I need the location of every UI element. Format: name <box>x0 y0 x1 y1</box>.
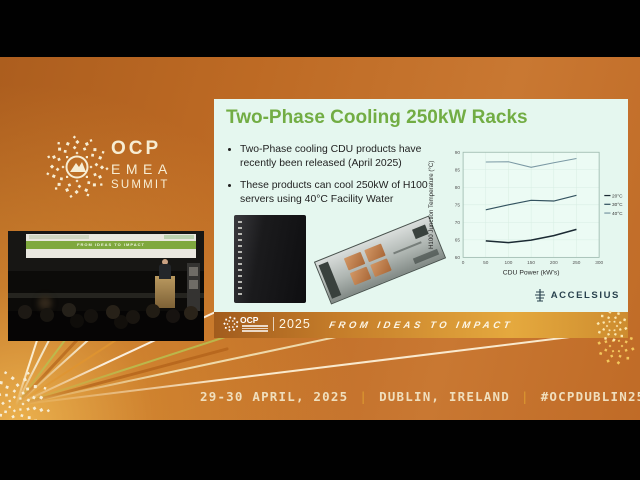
logo-emea-text: EMEA <box>111 161 173 177</box>
footer-separator: | <box>520 389 530 404</box>
svg-text:250: 250 <box>573 260 581 266</box>
slide-bullet-list: Two-Phase cooling CDU products have rece… <box>228 143 438 215</box>
logo-ocp-text: OCP <box>111 138 162 159</box>
server-tray-photo <box>313 215 447 305</box>
presentation-slide: Two-Phase Cooling 250kW Racks Two-Phase … <box>214 99 628 342</box>
footer-ocp-logo: OCP 2025 <box>222 315 311 333</box>
stage-video-feed: FROM IDEAS TO IMPACT <box>8 231 204 341</box>
starburst-icon <box>46 135 109 198</box>
screen-logo-strip <box>29 235 89 239</box>
stage-edge <box>8 293 204 298</box>
event-date: 29-30 APRIL, 2025 <box>200 389 349 404</box>
svg-text:200: 200 <box>550 260 558 266</box>
event-footer: 29-30 APRIL, 2025 | DUBLIN, IRELAND | #OCPDU… <box>200 389 640 404</box>
screen-banner: FROM IDEAS TO IMPACT <box>26 241 196 249</box>
footer-tagline: FROM IDEAS TO IMPACT <box>328 320 514 331</box>
footer-year: 2025 <box>279 317 311 331</box>
ocp-emea-summit-logo: OCP EMEA SUMMIT <box>45 135 205 205</box>
bottom-letterbox-bar <box>0 420 640 480</box>
slide-chart: 0 50 100 150 200 250 300 60 65 70 75 80 85 90 20°C 30°C… <box>426 135 628 287</box>
slide-bullet: These products can cool 250kW of H100 se… <box>240 179 438 206</box>
svg-text:0: 0 <box>462 260 465 266</box>
stage-side-panel <box>187 263 200 321</box>
svg-text:20°C: 20°C <box>612 193 623 199</box>
logo-wordmark: OCP EMEA SUMMIT <box>111 139 173 192</box>
logo-summit-text: SUMMIT <box>111 179 170 191</box>
top-letterbox-bar <box>0 0 640 57</box>
svg-text:H100 Junction Temperature (°C): H100 Junction Temperature (°C) <box>428 161 435 249</box>
speaker-head <box>162 259 168 265</box>
svg-text:85: 85 <box>455 167 461 173</box>
firework-burst-icon <box>596 310 628 342</box>
svg-text:70: 70 <box>455 220 461 226</box>
audience-silhouettes <box>8 305 204 341</box>
podium <box>155 276 175 308</box>
svg-text:75: 75 <box>455 202 461 208</box>
footer-divider <box>273 317 274 331</box>
slide-bullet: Two-Phase cooling CDU products have rece… <box>240 143 438 170</box>
svg-text:60: 60 <box>455 255 461 261</box>
svg-text:CDU Power (kW's): CDU Power (kW's) <box>503 269 560 276</box>
svg-text:100: 100 <box>504 260 512 266</box>
svg-text:150: 150 <box>527 260 535 266</box>
svg-text:80: 80 <box>455 185 461 191</box>
starburst-icon <box>223 316 239 332</box>
slide-footer-banner: OCP 2025 FROM IDEAS TO IMPACT <box>214 310 628 342</box>
svg-text:300: 300 <box>595 260 603 266</box>
event-location: DUBLIN, IRELAND <box>379 389 510 404</box>
svg-text:65: 65 <box>455 238 461 244</box>
speaker-body <box>159 264 171 279</box>
cdu-rack-photo <box>234 215 306 303</box>
slide-title: Two-Phase Cooling 250kW Racks <box>226 107 528 128</box>
footer-ocp-text: OCP <box>240 314 259 325</box>
svg-text:40°C: 40°C <box>612 211 623 217</box>
mountain-icon <box>65 155 89 179</box>
accelsius-wordmark: ACCELSIUS <box>550 289 620 301</box>
svg-text:90: 90 <box>455 150 461 156</box>
screen-accel-strip <box>164 235 194 239</box>
footer-separator: | <box>359 389 369 404</box>
accelsius-tree-icon <box>534 289 545 302</box>
accelsius-logo: ACCELSIUS <box>533 287 620 303</box>
chart-svg: 0 50 100 150 200 250 300 60 65 70 75 80 85 90 20°C 30°C… <box>428 150 623 276</box>
projection-screen: FROM IDEAS TO IMPACT <box>26 234 196 258</box>
event-hashtag: #OCPDUBLIN25 <box>540 389 640 404</box>
svg-text:30°C: 30°C <box>612 202 623 208</box>
footer-ocp-subtext <box>242 325 268 332</box>
svg-text:50: 50 <box>483 260 489 266</box>
